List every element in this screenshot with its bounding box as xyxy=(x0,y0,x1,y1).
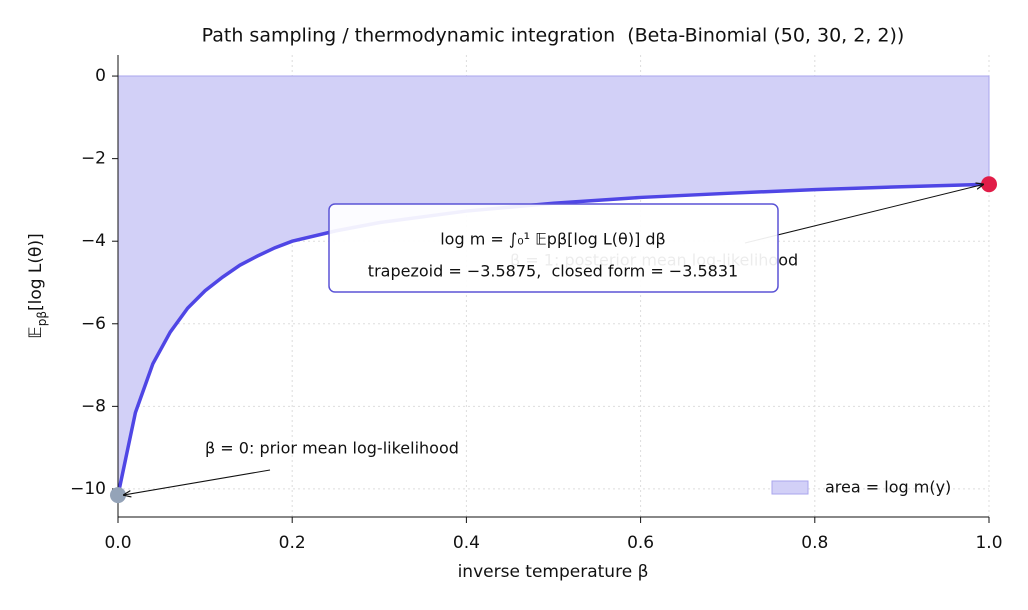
y-label-main: 𝔼 xyxy=(26,326,46,338)
y-label-rest: [log L(θ)] xyxy=(26,233,46,311)
x-tick-label: 0.6 xyxy=(627,533,654,553)
x-tick-label: 0.0 xyxy=(104,533,131,553)
x-tick-label: 0.2 xyxy=(279,533,306,553)
formula-box xyxy=(328,203,779,293)
legend-label: area = log m(y) xyxy=(825,478,951,497)
y-tick-label: −2 xyxy=(81,149,106,169)
line xyxy=(116,182,990,496)
formula: log m = ∫₀¹ 𝔼pβ[log L(θ)] dβ xyxy=(440,230,666,249)
annotation: β = 0: prior mean log-likelihood xyxy=(205,439,459,458)
end-point xyxy=(981,176,997,193)
x-tick-label: 0.4 xyxy=(453,533,480,553)
y-axis-label: 𝔼pβ[log L(θ)] xyxy=(26,233,49,338)
formula-result: trapezoid = −3.5875, closed form = −3.58… xyxy=(368,262,738,281)
x-tick-label: 0.8 xyxy=(801,533,828,553)
start-point xyxy=(110,487,126,504)
y-tick-label: −6 xyxy=(81,314,106,334)
y-tick-label: −8 xyxy=(81,396,106,416)
legend-swatch xyxy=(771,480,809,495)
y-label-sub: pβ xyxy=(35,311,49,326)
x-tick-label: 1.0 xyxy=(975,533,1002,553)
annotation-arrow xyxy=(744,184,984,244)
y-tick-label: −10 xyxy=(70,479,106,499)
y-tick-label: 0 xyxy=(95,66,106,86)
y-tick-label: −4 xyxy=(81,231,106,251)
chart-title: Path sampling / thermodynamic integratio… xyxy=(202,25,905,47)
x-axis-label: inverse temperature β xyxy=(458,562,649,582)
annotation-arrow xyxy=(123,469,271,495)
